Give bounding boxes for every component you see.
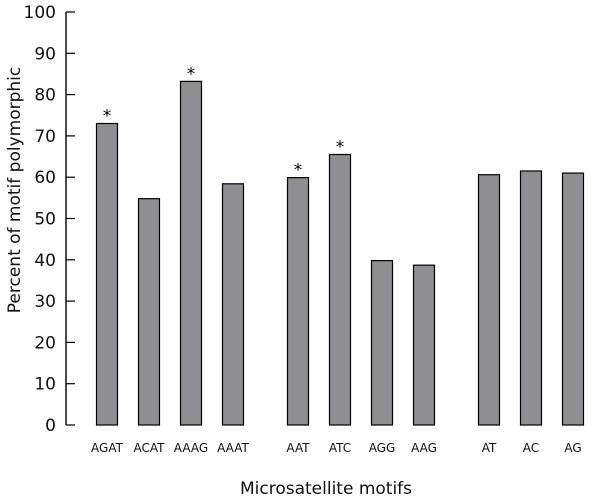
- x-tick-label-ag: AG: [564, 441, 581, 455]
- bar-aaag: [179, 80, 203, 426]
- x-tick-label-agat: AGAT: [91, 441, 124, 455]
- x-tick-label-acat: ACAT: [134, 441, 166, 455]
- x-axis-title: Microsatellite motifs: [240, 479, 412, 498]
- y-tick-label: 70: [34, 127, 56, 147]
- x-tick-label-at: AT: [482, 441, 497, 455]
- y-tick-label: 30: [34, 292, 56, 312]
- x-tick-label-atc: ATC: [329, 441, 351, 455]
- significance-star: *: [187, 64, 196, 84]
- y-tick-label: 100: [24, 3, 56, 23]
- bar-acat: [137, 198, 161, 426]
- significance-star: *: [103, 107, 112, 127]
- y-axis: 0 10 20 30 40 50 60 70 80 90 100: [24, 3, 75, 436]
- y-tick-label: 60: [34, 168, 56, 188]
- x-tick-label-agg: AGG: [369, 441, 396, 455]
- significance-annotations: * * * *: [103, 64, 345, 180]
- y-tick-label: 10: [34, 375, 56, 395]
- bar-agg: [370, 260, 394, 426]
- x-tick-label-ac: AC: [523, 441, 539, 455]
- bar-aaat: [221, 183, 245, 426]
- bar-agat: [95, 122, 119, 426]
- y-axis-title: Percent of motif polymorphic: [5, 67, 25, 313]
- bar-ag: [561, 172, 585, 426]
- bar-atc: [328, 153, 352, 426]
- x-tick-label-aat: AAT: [286, 441, 310, 455]
- y-tick-label: 80: [34, 86, 56, 106]
- bar-at: [477, 174, 501, 426]
- bars: [95, 80, 585, 426]
- bar-ac: [519, 170, 543, 426]
- significance-star: *: [336, 137, 345, 157]
- y-tick-label: 40: [34, 251, 56, 271]
- x-tick-label-aaat: AAAT: [217, 441, 249, 455]
- y-tick-label: 20: [34, 333, 56, 353]
- x-tick-label-aag: AAG: [411, 441, 437, 455]
- y-tick-label: 0: [45, 416, 56, 436]
- significance-star: *: [294, 161, 303, 181]
- x-axis: AGAT ACAT AAAG AAAT AAT ATC AGG AAG AT AC AG: [91, 441, 582, 455]
- bar-aat: [286, 177, 310, 426]
- y-tick-label: 50: [34, 210, 56, 230]
- bar-aag: [412, 264, 436, 426]
- y-tick-label: 90: [34, 44, 56, 64]
- x-tick-label-aaag: AAAG: [174, 441, 208, 455]
